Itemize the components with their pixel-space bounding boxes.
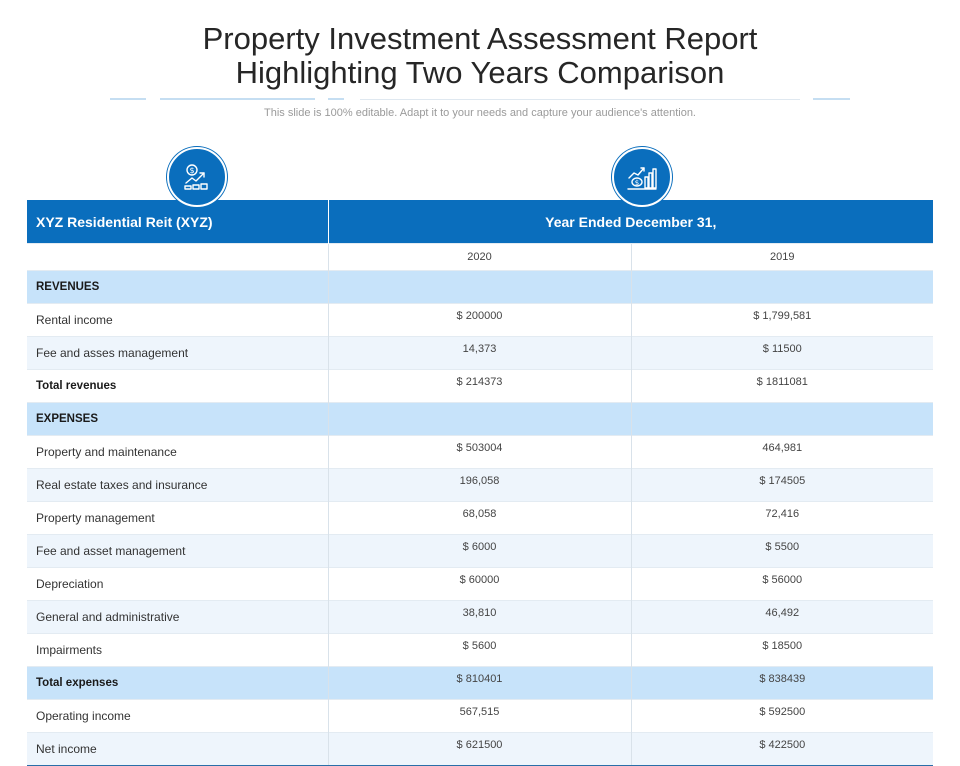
row-label: Impairments — [27, 633, 329, 667]
row-label: EXPENSES — [27, 402, 329, 436]
value-2020: $ 6000 — [328, 534, 631, 568]
row-label: Fee and asset management — [27, 534, 329, 568]
value-2019: $ 592500 — [630, 699, 934, 733]
row-label: General and administrative — [27, 600, 329, 634]
year-row-blank — [27, 243, 329, 271]
value-2019: $ 11500 — [630, 336, 934, 370]
section-row-expenses: EXPENSES — [27, 402, 934, 436]
table-header-row: XYZ Residential Reit (XYZ) Year Ended De… — [27, 200, 934, 244]
table-row: Depreciation $ 60000 $ 56000 — [27, 567, 934, 601]
subtitle: This slide is 100% editable. Adapt it to… — [264, 107, 696, 119]
value-2020: 14,373 — [328, 336, 631, 370]
value-2019: 464,981 — [630, 435, 934, 469]
value-2019: $ 838439 — [630, 666, 934, 700]
value-2020: $ 621500 — [328, 732, 631, 766]
coins-bar-chart-icon: $ — [612, 147, 672, 207]
table-row: Fee and asses management 14,373 $ 11500 — [27, 336, 934, 370]
value-2020: $ 200000 — [328, 303, 631, 337]
row-label: Total revenues — [27, 369, 329, 403]
value-2020: $ 810401 — [328, 666, 631, 700]
title-divider-segment — [160, 98, 315, 100]
svg-text:$: $ — [635, 179, 639, 187]
total-row-revenues: Total revenues $ 214373 $ 1811081 — [27, 369, 934, 403]
table-row: Operating income 567,515 $ 592500 — [27, 699, 934, 733]
value-2019: 46,492 — [630, 600, 934, 634]
value-2020: 567,515 — [328, 699, 631, 733]
table-row: Rental income $ 200000 $ 1,799,581 — [27, 303, 934, 337]
value-2020: $ 5600 — [328, 633, 631, 667]
value-2020 — [328, 270, 631, 304]
row-label: Real estate taxes and insurance — [27, 468, 329, 502]
row-label: Rental income — [27, 303, 329, 337]
value-2020: $ 214373 — [328, 369, 631, 403]
row-label: Total expenses — [27, 666, 329, 700]
value-2019: $ 174505 — [630, 468, 934, 502]
table-row: Fee and asset management $ 6000 $ 5500 — [27, 534, 934, 568]
table-row: General and administrative 38,810 46,492 — [27, 600, 934, 634]
value-2019: $ 422500 — [630, 732, 934, 766]
title-divider-segment — [813, 98, 850, 100]
year-row: 2020 2019 — [27, 243, 934, 271]
title-divider-segment — [110, 98, 146, 100]
table-row: Impairments $ 5600 $ 18500 — [27, 633, 934, 667]
header-company: XYZ Residential Reit (XYZ) — [27, 200, 329, 244]
year-2020: 2020 — [328, 243, 631, 271]
title-line-1: Property Investment Assessment Report — [202, 21, 758, 56]
value-2020: 38,810 — [328, 600, 631, 634]
title-divider-segment — [328, 98, 344, 100]
row-label: Property management — [27, 501, 329, 535]
value-2019: $ 56000 — [630, 567, 934, 601]
total-row-expenses: Total expenses $ 810401 $ 838439 — [27, 666, 934, 700]
row-label: Operating income — [27, 699, 329, 733]
table-row: Real estate taxes and insurance 196,058 … — [27, 468, 934, 502]
value-2019: 72,416 — [630, 501, 934, 535]
row-label: Depreciation — [27, 567, 329, 601]
value-2020: $ 60000 — [328, 567, 631, 601]
table-row: Net income $ 621500 $ 422500 — [27, 732, 934, 766]
row-label: Fee and asses management — [27, 336, 329, 370]
value-2020 — [328, 402, 631, 436]
header-year-ended: Year Ended December 31, — [328, 200, 934, 244]
year-2019: 2019 — [630, 243, 934, 271]
value-2019: $ 5500 — [630, 534, 934, 568]
table-row: Property management 68,058 72,416 — [27, 501, 934, 535]
value-2019: $ 1,799,581 — [630, 303, 934, 337]
value-2019 — [630, 402, 934, 436]
svg-text:$: $ — [189, 166, 194, 175]
row-label: REVENUES — [27, 270, 329, 304]
row-label: Property and maintenance — [27, 435, 329, 469]
value-2019: $ 1811081 — [630, 369, 934, 403]
value-2020: $ 503004 — [328, 435, 631, 469]
value-2019: $ 18500 — [630, 633, 934, 667]
title-line-2: Highlighting Two Years Comparison — [235, 55, 725, 90]
table-row: Property and maintenance $ 503004 464,98… — [27, 435, 934, 469]
dollar-growth-chart-icon: $ — [167, 147, 227, 207]
page-title: Property Investment Assessment Report Hi… — [0, 22, 960, 90]
title-divider-segment — [360, 99, 800, 100]
value-2020: 196,058 — [328, 468, 631, 502]
value-2020: 68,058 — [328, 501, 631, 535]
row-label: Net income — [27, 732, 329, 766]
value-2019 — [630, 270, 934, 304]
financial-comparison-table: XYZ Residential Reit (XYZ) Year Ended De… — [27, 200, 934, 766]
section-row-revenues: REVENUES — [27, 270, 934, 304]
